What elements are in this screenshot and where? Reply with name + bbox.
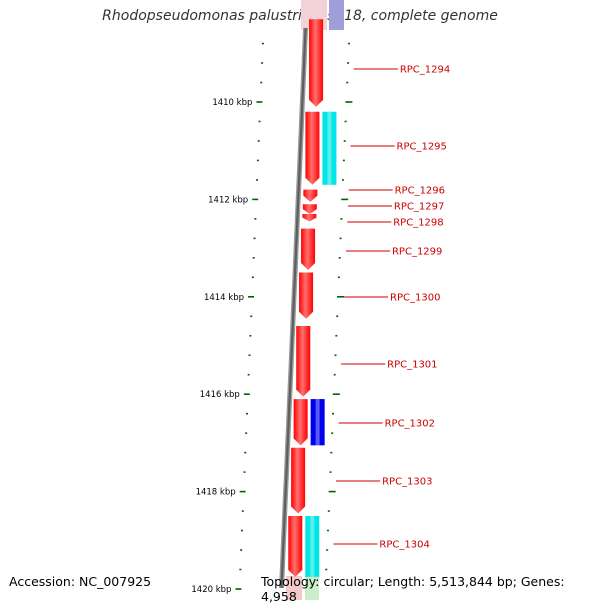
cds-arrow-3 (302, 204, 317, 215)
kbp-label-5: 1420 kbp (191, 585, 231, 595)
gene-label-6: RPC_1300 (390, 293, 440, 304)
blue-feature-0-fill (310, 399, 325, 446)
cyan-feature-0-fill (322, 111, 337, 185)
cds-arrow-8-shape (293, 399, 308, 446)
gene-labels: RPC_1294 RPC_1295 RPC_1296 RPC_1297 RPC_1298… (333, 65, 450, 551)
genome-backbone (279, 27, 309, 589)
cds-arrow-10 (288, 515, 303, 577)
kbp-ticks: 1410 kbp 1412 kbp 1414 kbp 1416 kbp 1418 kbp… (191, 42, 353, 595)
cyan-feature-1-shine (310, 515, 315, 577)
faded-feature-bottom (286, 576, 302, 600)
blue-feature-0 (310, 399, 325, 446)
cds-arrow-6 (299, 272, 314, 319)
gene-label-9: RPC_1303 (382, 477, 432, 488)
cds-arrow-0-shape (309, 19, 324, 107)
accession-text: Accession: NC_007925 (9, 574, 152, 589)
cyan-feature-0-shine (327, 111, 332, 185)
cds-arrow-2 (303, 189, 318, 202)
cds-arrow-7 (296, 326, 311, 397)
gene-label-1: RPC_1295 (397, 142, 447, 153)
cds-arrow-4-shape (302, 214, 317, 222)
cds-arrow-2-shape (303, 189, 318, 202)
kbp-label-4: 1418 kbp (196, 488, 236, 498)
gene-label-5: RPC_1299 (392, 247, 442, 258)
cds-arrow-0 (309, 19, 324, 107)
gene-label-4: RPC_1298 (393, 218, 443, 229)
blue-feature-0-shine (315, 399, 320, 446)
gene-label-7: RPC_1301 (387, 360, 437, 371)
map-title: Rhodopseudomonas palustris BisB18, compl… (102, 8, 498, 24)
kbp-label-1: 1412 kbp (208, 195, 248, 205)
kbp-label-2: 1414 kbp (204, 293, 244, 303)
cyan-feature-1 (305, 515, 320, 577)
cds-arrow-4 (302, 214, 317, 222)
cds-arrow-5-shape (301, 228, 316, 271)
gene-label-0: RPC_1294 (400, 65, 450, 76)
cds-arrow-9-shape (291, 447, 306, 514)
kbp-label-0: 1410 kbp (212, 98, 252, 108)
cyan-feature-0 (322, 111, 337, 185)
cds-arrow-5 (301, 228, 316, 271)
faded-feature-bottom-green (305, 576, 319, 600)
gene-label-10: RPC_1304 (379, 540, 429, 551)
faded-blue-feature-top (329, 0, 344, 30)
cds-arrow-8 (293, 399, 308, 446)
cds-arrow-1 (305, 111, 320, 185)
cds-arrow-3-shape (302, 204, 317, 215)
gene-label-3: RPC_1297 (394, 202, 444, 213)
cds-arrow-6-shape (299, 272, 314, 319)
feature-track (288, 19, 337, 577)
cds-arrow-9 (291, 447, 306, 514)
backbone-inner (280, 27, 307, 589)
cds-arrow-10-shape (288, 515, 303, 577)
cds-arrow-1-shape (305, 111, 320, 185)
gene-label-8: RPC_1302 (385, 419, 435, 430)
cds-arrow-7-shape (296, 326, 311, 397)
cyan-feature-1-fill (305, 515, 320, 577)
kbp-label-3: 1416 kbp (200, 390, 240, 400)
gene-label-2: RPC_1296 (395, 186, 445, 197)
